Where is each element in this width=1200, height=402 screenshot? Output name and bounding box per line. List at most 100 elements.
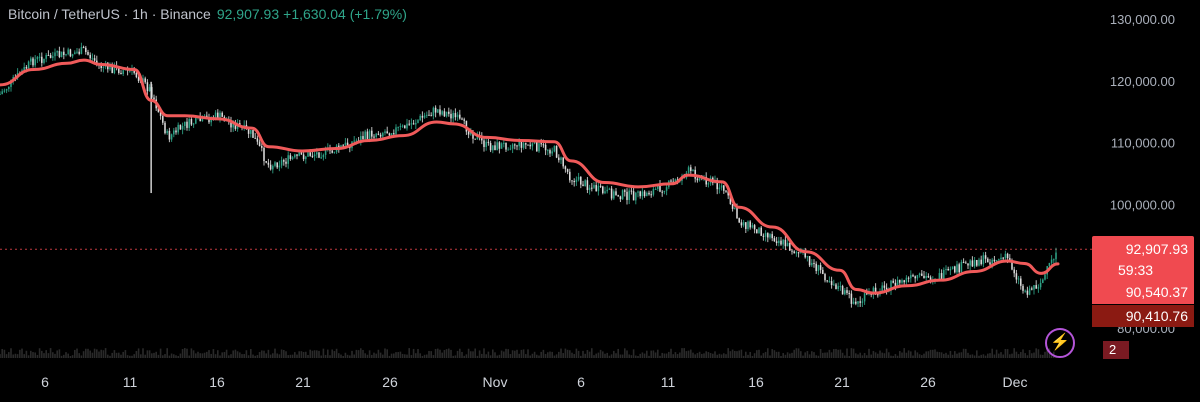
volume-bar [357,350,360,358]
volume-bar [98,351,100,358]
x-tick-label: 11 [123,374,138,390]
volume-bar [806,351,809,358]
candle-body [593,185,595,188]
candle-body [1,91,3,95]
volume-bar [1013,348,1015,358]
volume-bar [265,353,267,358]
candle-body [824,274,826,281]
candle-body [82,47,85,49]
volume-bar [437,348,439,358]
candle-body [0,94,1,96]
candle-body [670,180,672,182]
volume-bar [764,351,767,358]
last-price-tag: 92,907.93 59:33 [1092,236,1194,284]
volume-bar [571,352,573,358]
volume-bar [1026,355,1029,358]
candle-body [947,268,949,271]
candle-body [459,114,461,119]
candle-body [69,49,72,57]
volume-bar [591,348,593,358]
candle-body [221,112,223,117]
volume-bar [613,350,615,358]
volume-bar [120,354,122,358]
volume-bar [604,353,606,358]
candle-body [844,290,846,295]
lightning-bolt-icon[interactable]: ⚡ [1045,328,1075,358]
candle-body [390,133,393,136]
candle-body [258,141,261,147]
candle-body [720,185,723,188]
volume-bar [463,355,465,358]
volume-bar [318,350,320,358]
candle-body [102,66,105,68]
volume-bar [874,352,877,358]
volume-bar [258,352,261,358]
volume-bar [907,350,910,358]
candle-body [819,265,822,270]
volume-bar [751,355,754,358]
volume-bar [760,355,762,358]
candle-body [135,72,138,78]
volume-bar [362,349,364,358]
volume-bar [921,355,923,358]
volume-bar [1009,354,1011,358]
volume-bar [89,350,91,358]
candle-body [217,112,219,119]
volume-bar [58,349,61,358]
volume-bar [650,350,652,358]
volume-bar [296,354,298,358]
candle-body [881,285,883,293]
candle-body [929,277,932,281]
candle-body [544,144,547,151]
candle-body [976,259,978,266]
candle-body [806,256,809,258]
volume-bar [637,355,639,358]
candle-body [346,142,349,146]
candle-body [599,185,602,187]
volume-bar [166,348,168,358]
volume-bar [144,354,146,358]
volume-bar [1004,349,1007,358]
volume-bar [412,348,415,358]
candle-body [813,262,815,264]
candle-body [531,143,534,147]
volume-bar [896,355,899,358]
volume-bar [483,348,485,358]
symbol-label[interactable]: Bitcoin / TetherUS · 1h · Binance [8,6,211,22]
volume-bar [914,350,916,358]
candle-body [958,264,960,273]
volume-bar [962,348,965,358]
volume-bar [509,354,512,358]
volume-bar [1006,349,1009,358]
volume-bar [311,350,314,358]
volume-bar [564,348,567,358]
volume-bar [973,355,976,358]
volume-bar [212,349,215,358]
volume-bar [789,353,791,358]
candle-body [93,58,96,61]
volume-bar [734,350,736,358]
volume-bar [773,350,776,358]
volume-bar [340,354,342,358]
candle-body [727,191,729,196]
candle-body [25,67,28,69]
candle-body [637,191,639,193]
volume-bar [448,348,450,358]
candle-body [628,190,630,200]
volume-bar [1042,354,1044,358]
volume-bar [316,350,318,358]
candle-body [833,284,835,286]
volume-bar [250,349,252,358]
volume-bar [181,349,184,358]
volume-bar [938,352,941,358]
volume-bar [82,351,85,358]
volume-bar [863,353,866,358]
candle-body [998,259,1000,261]
moving-average-line [0,58,1060,295]
volume-bar [553,355,556,358]
candle-body [428,114,430,116]
volume-bar [547,352,549,358]
candle-body [921,273,923,276]
candle-body [324,147,327,155]
